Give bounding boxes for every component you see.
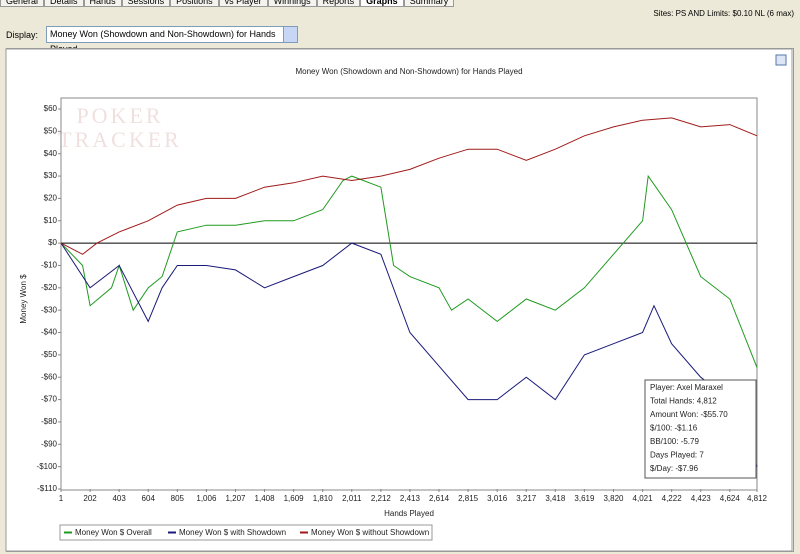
info-line: Days Played: 7 — [650, 451, 704, 460]
y-tick-label: -$50 — [41, 350, 58, 359]
y-tick-label: $30 — [44, 171, 58, 180]
tab[interactable]: Hands — [83, 0, 122, 7]
tab[interactable]: Reports — [316, 0, 361, 7]
legend-label: Money Won $ Overall — [75, 528, 152, 537]
chart-title: Money Won (Showdown and Non-Showdown) fo… — [295, 67, 522, 76]
x-tick-label: 1,609 — [284, 494, 305, 503]
filter-text: Sites: PS AND Limits: $0.10 NL (6 max) — [653, 9, 794, 18]
x-tick-label: 4,624 — [720, 494, 741, 503]
x-tick-label: 4,222 — [662, 494, 683, 503]
y-tick-label: -$20 — [41, 283, 58, 292]
x-tick-label: 4,423 — [691, 494, 712, 503]
info-line: Total Hands: 4,812 — [650, 397, 717, 406]
expand-button[interactable] — [775, 54, 787, 66]
y-tick-label: -$10 — [41, 261, 58, 270]
y-tick-label: -$90 — [41, 439, 58, 448]
x-tick-label: 604 — [142, 494, 156, 503]
x-tick-label: 3,619 — [574, 494, 595, 503]
plot-area — [60, 97, 758, 491]
x-tick-label: 4,021 — [633, 494, 654, 503]
y-tick-label: -$70 — [41, 395, 58, 404]
x-tick-label: 3,016 — [487, 494, 508, 503]
y-tick-label: -$80 — [41, 417, 58, 426]
info-line: Amount Won: -$55.70 — [650, 410, 728, 419]
x-axis-label: Hands Played — [384, 509, 434, 518]
y-tick-label: $0 — [48, 238, 57, 247]
info-line: $/Day: -$7.96 — [650, 464, 699, 473]
x-tick-label: 1 — [59, 494, 64, 503]
tab[interactable]: Winnings — [267, 0, 317, 7]
y-tick-label: -$60 — [41, 372, 58, 381]
info-box — [644, 379, 757, 479]
legend-label: Money Won $ with Showdown — [179, 528, 286, 537]
x-tick-label: 2,614 — [429, 494, 450, 503]
x-tick-label: 3,418 — [545, 494, 566, 503]
y-tick-label: -$30 — [41, 305, 58, 314]
info-line: $/100: -$1.16 — [650, 424, 698, 433]
x-tick-label: 1,006 — [196, 494, 217, 503]
watermark-text: TRACKER — [58, 127, 182, 152]
tab[interactable]: Sessions — [121, 0, 171, 7]
x-tick-label: 3,217 — [516, 494, 537, 503]
y-tick-label: -$100 — [37, 462, 58, 471]
y-tick-label: -$40 — [41, 328, 58, 337]
legend-box — [59, 524, 433, 541]
watermark-text: POKER — [76, 103, 163, 128]
x-tick-label: 2,413 — [400, 494, 421, 503]
x-tick-label: 1,207 — [225, 494, 246, 503]
y-tick-label: $60 — [44, 104, 58, 113]
x-tick-label: 2,212 — [371, 494, 392, 503]
y-axis-label: Money Won $ — [19, 274, 28, 324]
display-label: Display: — [6, 29, 39, 40]
tab-bar: General Details Hands Sessions Positions vs P… — [0, 0, 455, 7]
tab[interactable]: General — [0, 0, 45, 7]
x-tick-label: 1,408 — [255, 494, 276, 503]
tab[interactable]: Graphs — [360, 0, 404, 7]
info-line: BB/100: -5.79 — [650, 437, 699, 446]
tab[interactable]: Summary — [403, 0, 455, 7]
x-tick-label: 2,815 — [458, 494, 479, 503]
y-tick-label: $50 — [44, 126, 58, 135]
legend-label: Money Won $ without Showdown — [311, 528, 429, 537]
tab[interactable]: Positions — [170, 0, 219, 7]
x-tick-label: 805 — [171, 494, 185, 503]
x-tick-label: 3,820 — [603, 494, 624, 503]
tab[interactable]: Details — [44, 0, 84, 7]
x-tick-label: 403 — [112, 494, 126, 503]
y-tick-label: $40 — [44, 149, 58, 158]
x-tick-label: 4,812 — [747, 494, 768, 503]
x-tick-label: 2,011 — [342, 494, 362, 503]
y-tick-label: $20 — [44, 194, 58, 203]
y-tick-label: $10 — [44, 216, 58, 225]
series-line — [60, 117, 758, 255]
x-tick-label: 1,810 — [313, 494, 334, 503]
y-tick-label: -$110 — [37, 484, 57, 493]
tab[interactable]: vs Player — [218, 0, 268, 7]
x-tick-label: 202 — [83, 494, 97, 503]
series-line — [60, 242, 758, 467]
info-line: Player: Axel Maraxel — [650, 383, 723, 392]
